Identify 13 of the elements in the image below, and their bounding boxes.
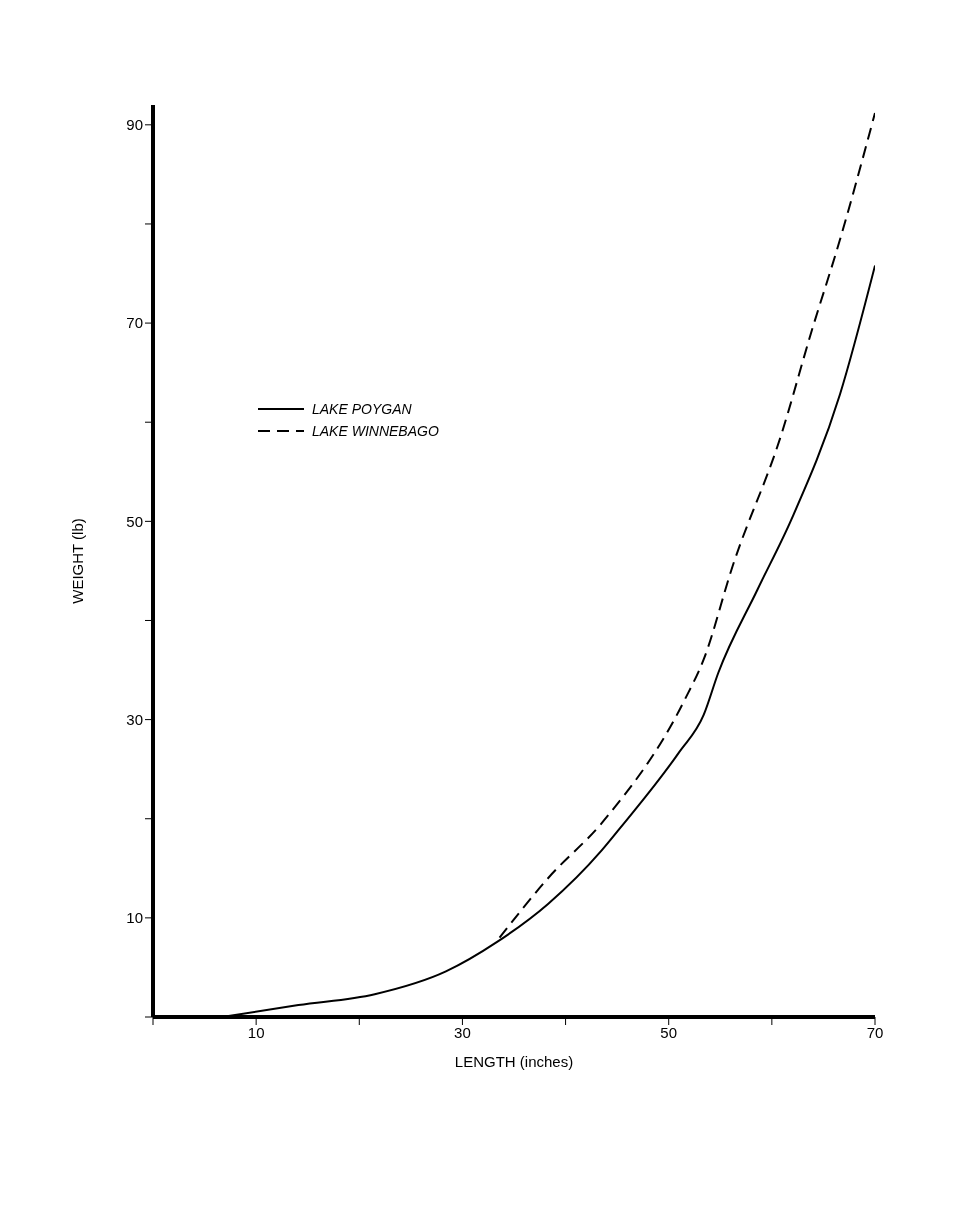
- x-tick-label: 50: [660, 1023, 678, 1041]
- legend-label: LAKE WINNEBAGO: [312, 423, 439, 439]
- x-tick-label: 70: [866, 1023, 884, 1041]
- y-tick-label: 30: [126, 710, 143, 728]
- y-axis-title: WEIGHT (lb): [69, 518, 87, 604]
- x-tick-label: 10: [247, 1023, 265, 1041]
- x-tick-label: 30: [454, 1023, 471, 1041]
- y-tick-label: 10: [126, 909, 143, 927]
- y-tick-label: 50: [126, 512, 143, 530]
- legend-label: LAKE POYGAN: [312, 401, 412, 417]
- y-tick-label: 90: [126, 116, 143, 134]
- y-tick-label: 70: [126, 314, 143, 332]
- x-axis-title: LENGTH (inches): [454, 1053, 574, 1070]
